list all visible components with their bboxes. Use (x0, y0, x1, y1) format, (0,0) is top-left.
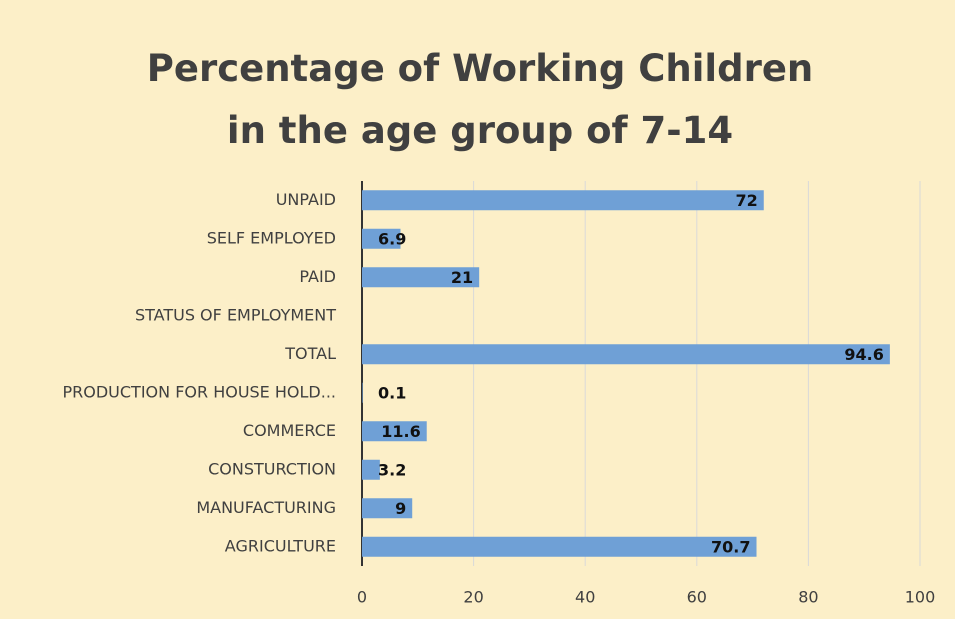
bar (362, 421, 427, 442)
bar (362, 344, 890, 365)
x-tick-label: 80 (798, 588, 818, 607)
y-tick-label: SELF EMPLOYED (207, 228, 336, 247)
bar (362, 228, 401, 249)
value-label: 9 (395, 499, 406, 518)
y-tick-label: COMMERCE (243, 421, 336, 440)
x-tick-label: 40 (575, 588, 595, 607)
y-tick-label: PRODUCTION FOR HOUSE HOLD... (62, 382, 336, 401)
x-tick-label: 0 (357, 588, 367, 607)
value-label: 11.6 (381, 422, 420, 441)
value-label: 94.6 (844, 345, 883, 364)
y-tick-label: STATUS OF EMPLOYMENT (135, 305, 336, 324)
y-tick-label: UNPAID (276, 190, 336, 209)
bar (362, 459, 380, 480)
value-label: 6.9 (378, 229, 406, 248)
bar (362, 498, 413, 519)
y-tick-label: PAID (299, 267, 336, 286)
y-tick-label: TOTAL (284, 344, 336, 363)
value-label: 0.1 (378, 383, 406, 402)
x-tick-label: 20 (463, 588, 483, 607)
value-label: 72 (735, 191, 757, 210)
x-tick-label: 100 (905, 588, 936, 607)
value-label: 70.7 (711, 537, 750, 556)
x-tick-label: 60 (687, 588, 707, 607)
bar (362, 267, 480, 288)
value-label: 3.2 (378, 460, 406, 479)
y-tick-label: CONSTURCTION (208, 459, 336, 478)
y-tick-label: MANUFACTURING (196, 498, 336, 517)
bar (362, 382, 363, 403)
y-tick-label: AGRICULTURE (225, 536, 336, 555)
value-label: 21 (451, 268, 473, 287)
bar (362, 536, 757, 557)
bar (362, 190, 764, 211)
chart-title: Percentage of Working Children in the ag… (146, 47, 814, 152)
